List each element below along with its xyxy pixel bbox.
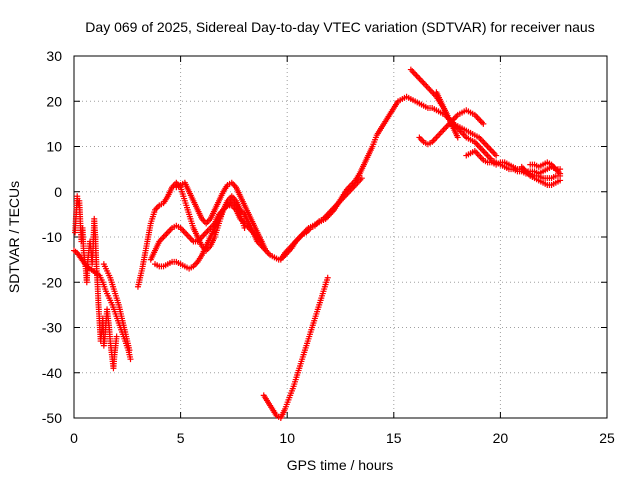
y-tick-label: -20 <box>42 274 62 290</box>
data-point <box>262 247 269 254</box>
y-tick-label: -30 <box>42 320 62 336</box>
axis-ticks: 0 5 10 15 20 25 -50 -40 -30 -20 -10 0 10 20 30 <box>42 48 615 446</box>
y-tick-label: -40 <box>42 365 62 381</box>
x-tick-label: 5 <box>177 430 185 446</box>
data-point <box>241 224 248 231</box>
x-tick-label: 15 <box>386 430 402 446</box>
series-early-b <box>72 193 120 372</box>
data-point <box>493 152 500 159</box>
y-tick-label: 10 <box>46 139 62 155</box>
data-point <box>557 177 564 184</box>
series-late-e <box>518 163 564 188</box>
data-point <box>113 333 120 340</box>
y-tick-label: 30 <box>46 48 62 64</box>
y-axis-label: SDTVAR / TECUs <box>6 181 22 293</box>
x-tick-label: 25 <box>599 430 615 446</box>
y-tick-label: -50 <box>42 410 62 426</box>
data-point <box>557 170 564 177</box>
data-point <box>126 347 133 354</box>
y-tick-label: 20 <box>46 93 62 109</box>
y-tick-label: 0 <box>54 184 62 200</box>
series-late-c <box>433 89 461 141</box>
series-late-b <box>416 107 487 148</box>
series-rise <box>277 175 365 263</box>
data-point <box>127 356 134 363</box>
x-tick-label: 20 <box>493 430 509 446</box>
x-axis-label: GPS time / hours <box>287 457 394 473</box>
series-late-a <box>407 66 500 159</box>
series-early-c <box>100 261 133 354</box>
grid <box>74 56 607 418</box>
data-series <box>71 66 564 421</box>
data-point <box>358 175 365 182</box>
x-tick-label: 0 <box>70 430 78 446</box>
data-point <box>480 120 487 127</box>
series-late-f <box>527 159 564 177</box>
series-early-a <box>71 247 134 363</box>
series-loop-c <box>173 179 269 254</box>
x-tick-label: 10 <box>279 430 295 446</box>
series-dip <box>260 274 331 421</box>
chart-title: Day 069 of 2025, Sidereal Day-to-day VTE… <box>85 19 594 35</box>
data-point <box>324 274 331 281</box>
plot-frame <box>73 55 608 419</box>
y-tick-label: -10 <box>42 229 62 245</box>
series-loop-b <box>152 197 248 272</box>
data-point <box>454 134 461 141</box>
